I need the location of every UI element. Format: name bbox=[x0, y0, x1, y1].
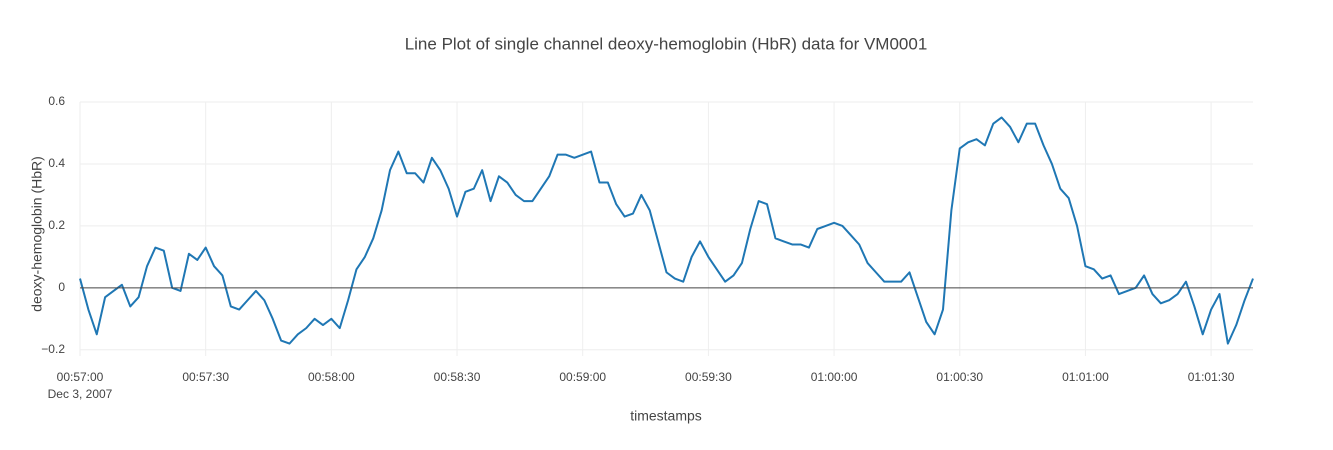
x-axis-title: timestamps bbox=[630, 408, 702, 424]
y-tick-label: 0 bbox=[58, 280, 65, 294]
chart-title: Line Plot of single channel deoxy-hemogl… bbox=[405, 34, 928, 53]
x-tick-label: 00:58:00 bbox=[308, 370, 355, 384]
y-tick-label: 0.2 bbox=[48, 218, 65, 232]
x-date-label: Dec 3, 2007 bbox=[48, 387, 113, 401]
x-tick-label: 00:59:30 bbox=[685, 370, 732, 384]
line bbox=[79, 116, 1254, 345]
y-tick-label: 0.6 bbox=[48, 94, 65, 108]
x-tick-label: 00:57:30 bbox=[182, 370, 229, 384]
x-tick-label: 01:01:00 bbox=[1062, 370, 1109, 384]
x-tick-label: 01:00:00 bbox=[811, 370, 858, 384]
x-tick-label: 00:58:30 bbox=[434, 370, 481, 384]
x-tick-label: 00:59:00 bbox=[559, 370, 606, 384]
x-tick-label: 00:57:00 bbox=[57, 370, 104, 384]
x-tick-label: 01:00:30 bbox=[936, 370, 983, 384]
x-tick-label: 01:01:30 bbox=[1188, 370, 1235, 384]
y-tick-label: −0.2 bbox=[41, 342, 65, 356]
y-tick-label: 0.4 bbox=[48, 156, 65, 170]
y-axis-title: deoxy-hemoglobin (HbR) bbox=[29, 156, 45, 312]
